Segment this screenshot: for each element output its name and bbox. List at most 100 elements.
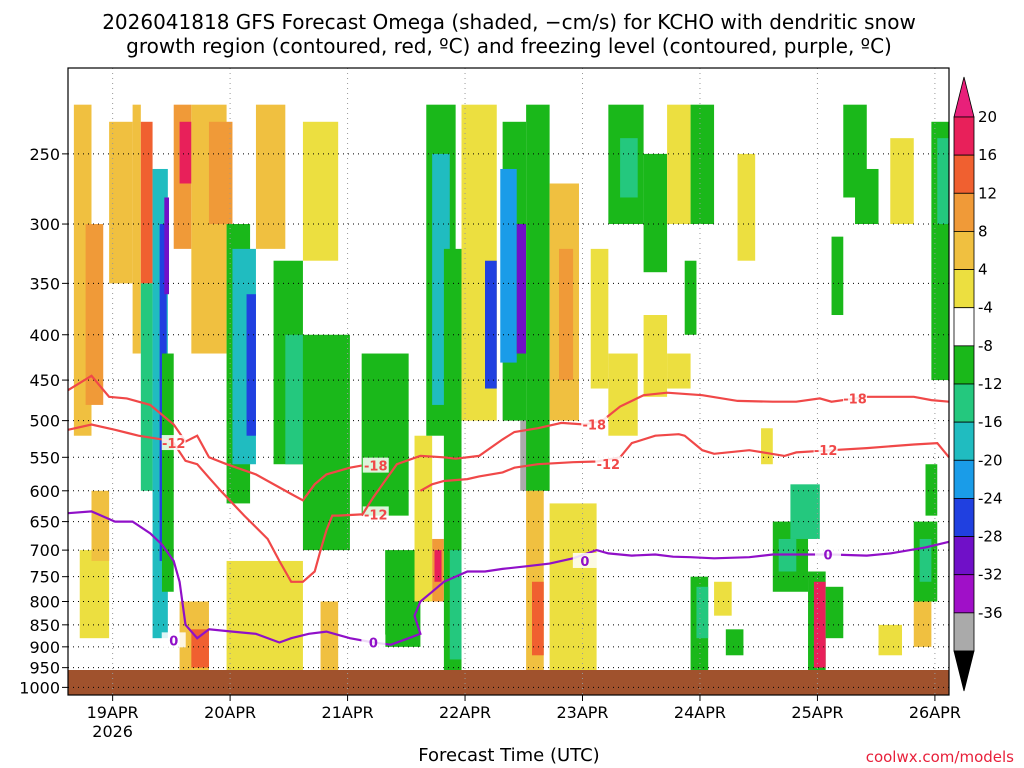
colorbar-label: -16	[978, 413, 1003, 431]
contour-label: 0	[169, 634, 178, 649]
credit-text: coolwx.com/models	[866, 748, 1014, 766]
colorbar-bottom-arrow	[953, 650, 975, 692]
contour-label: 0	[369, 637, 378, 652]
omega-cell	[913, 601, 932, 647]
colorbar-label: 12	[978, 184, 997, 202]
omega-cell	[643, 153, 668, 273]
omega-cell	[485, 260, 497, 389]
colorbar-label: -4	[978, 299, 993, 317]
omega-cell	[937, 138, 949, 225]
x-tick-label: 21APR	[322, 703, 374, 722]
colorbar-label: 4	[978, 261, 988, 279]
colorbar-swatch	[953, 612, 975, 652]
omega-cell	[790, 484, 820, 539]
omega-cell	[414, 435, 433, 602]
x-axis-label: Forecast Time (UTC)	[418, 745, 599, 766]
colorbar-label: 20	[978, 108, 997, 126]
x-tick-label: 20APR	[204, 703, 256, 722]
colorbar-swatch	[953, 383, 975, 423]
colorbar-label: -36	[978, 604, 1003, 622]
omega-cell	[255, 104, 286, 249]
omega-cell	[684, 260, 697, 335]
omega-cell	[667, 353, 691, 389]
omega-cell	[725, 629, 744, 656]
y-tick-label: 450	[29, 371, 60, 390]
omega-cell	[302, 121, 339, 261]
omega-cell	[226, 560, 303, 672]
chart-title-line1: 2026041818 GFS Forecast Omega (shaded, −…	[102, 10, 916, 34]
omega-cell	[179, 121, 192, 184]
colorbar-swatch	[953, 192, 975, 232]
omega-cell	[925, 464, 938, 516]
omega-cell	[191, 629, 209, 668]
plot-area: -18 -12 -18 -12 0 0 -12 0 0 -18 -12	[67, 67, 950, 696]
omega-cell	[161, 353, 174, 592]
omega-cell	[620, 138, 638, 198]
colorbar-top-arrow	[953, 76, 975, 118]
contour-label-bg	[161, 632, 186, 648]
omega-cell	[246, 294, 256, 436]
omega-cell	[164, 197, 170, 295]
colorbar-label: -8	[978, 337, 993, 355]
y-tick-label: 600	[29, 482, 60, 501]
contour-label-bg	[815, 546, 842, 562]
omega-cell	[714, 581, 732, 616]
chart-title-line2: growth region (contoured, red, ºC) and f…	[126, 34, 892, 58]
colorbar-swatch	[953, 307, 975, 347]
omega-cell	[85, 224, 104, 405]
x-tick-label: 19APR	[87, 703, 139, 722]
x-tick-label: 23APR	[556, 703, 608, 722]
x-tick-label: 24APR	[674, 703, 726, 722]
y-tick-label: 300	[29, 215, 60, 234]
omega-cell	[361, 353, 409, 516]
omega-cell	[302, 334, 350, 551]
omega-cell	[434, 550, 442, 582]
omega-cell	[91, 490, 110, 561]
colorbar-label: -12	[978, 375, 1003, 393]
colorbar-label: -28	[978, 528, 1003, 546]
contour-label: -18	[364, 460, 388, 475]
omega-cell	[140, 283, 153, 491]
y-tick-label: 550	[29, 448, 60, 467]
omega-cell	[549, 503, 597, 672]
omega-cell	[590, 248, 609, 389]
contour-label: -18	[843, 392, 867, 407]
colorbar-swatch	[953, 116, 975, 156]
x-tick-label: 25APR	[791, 703, 843, 722]
colorbar-label: -32	[978, 566, 1003, 584]
y-tick-label: 950	[29, 659, 60, 678]
contour-label-bg	[595, 456, 622, 472]
colorbar-swatch	[953, 421, 975, 461]
contour-dgz-minus18	[67, 374, 362, 502]
contour-label-bg	[361, 634, 386, 650]
contour-dgz-minus12	[67, 423, 362, 583]
x-tick-sublabel: 2026	[92, 722, 133, 741]
y-axis: 250 300 350 400 450 500 550 600 650 700 750 800 850 9…	[19, 145, 68, 697]
omega-cell	[559, 248, 574, 381]
omega-cell	[690, 104, 715, 225]
colorbar-swatch	[953, 498, 975, 537]
omega-shading	[73, 104, 949, 672]
omega-cell	[132, 104, 141, 354]
y-tick-label: 1000	[19, 678, 60, 697]
omega-cell	[526, 104, 550, 491]
omega-cell	[878, 624, 903, 656]
colorbar-label: 8	[978, 222, 988, 240]
omega-cell	[761, 428, 773, 465]
x-tick-label: 22APR	[439, 703, 491, 722]
omega-cell	[208, 121, 233, 225]
omega-cell	[500, 168, 517, 363]
omega-cell	[320, 601, 339, 672]
omega-cell	[608, 353, 638, 436]
y-tick-label: 700	[29, 541, 60, 560]
omega-cell	[890, 138, 914, 225]
y-tick-label: 850	[29, 616, 60, 635]
omega-cell	[825, 586, 844, 639]
contour-label: -12	[597, 458, 621, 473]
terrain-ground	[68, 670, 949, 695]
y-tick-label: 400	[29, 326, 60, 345]
contour-label: -12	[162, 437, 186, 452]
omega-cell	[737, 153, 756, 261]
contour-lines: -18 -12 -18 -12 0 0 -12 0 0 -18 -12	[67, 374, 950, 652]
